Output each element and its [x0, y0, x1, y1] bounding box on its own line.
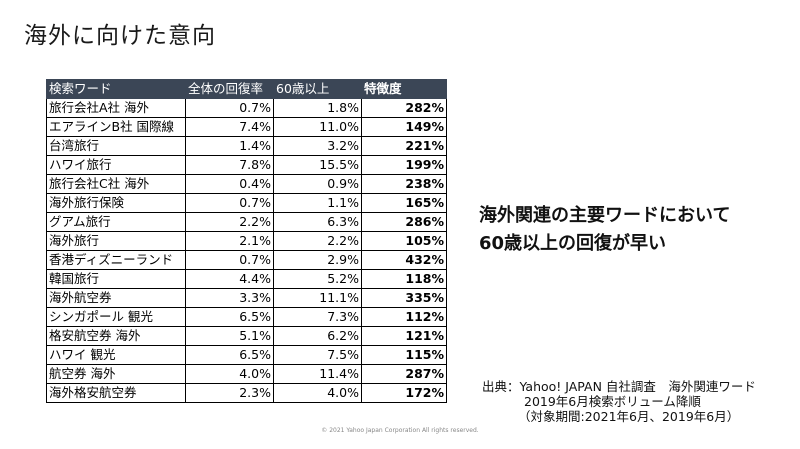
cell-overall-recovery: 4.0%: [185, 364, 274, 384]
table-row: 航空券 海外 4.0% 11.4% 287%: [46, 364, 447, 384]
table-row: グアム旅行 2.2% 6.3% 286%: [46, 212, 447, 232]
table-row: 海外格安航空券 2.3% 4.0% 172%: [46, 383, 447, 403]
table-header-row: 検索ワード 全体の回復率 60歳以上 特徴度: [46, 79, 447, 99]
cell-overall-recovery: 4.4%: [185, 269, 274, 289]
cell-over-60: 1.8%: [273, 98, 362, 118]
table-row: シンガポール 観光 6.5% 7.3% 112%: [46, 307, 447, 327]
cell-characteristic: 112%: [361, 307, 447, 327]
cell-characteristic: 286%: [361, 212, 447, 232]
cell-over-60: 0.9%: [273, 174, 362, 194]
cell-overall-recovery: 0.7%: [185, 250, 274, 270]
copyright-notice: © 2021 Yahoo Japan Corporation All right…: [321, 427, 479, 434]
table-row: 海外航空券 3.3% 11.1% 335%: [46, 288, 447, 308]
cell-overall-recovery: 0.7%: [185, 193, 274, 213]
source-note: 出典：Yahoo! JAPAN 自社調査 海外関連ワード 2019年6月検索ボリ…: [482, 379, 792, 424]
cell-keyword: 韓国旅行: [46, 269, 186, 289]
cell-overall-recovery: 2.1%: [185, 231, 274, 251]
cell-overall-recovery: 6.5%: [185, 307, 274, 327]
cell-over-60: 7.3%: [273, 307, 362, 327]
cell-keyword: ハワイ 観光: [46, 345, 186, 365]
table-row: ハワイ旅行 7.8% 15.5% 199%: [46, 155, 447, 175]
cell-overall-recovery: 7.4%: [185, 117, 274, 137]
cell-keyword: エアラインB社 国際線: [46, 117, 186, 137]
cell-overall-recovery: 2.3%: [185, 383, 274, 403]
cell-overall-recovery: 1.4%: [185, 136, 274, 156]
cell-keyword: 旅行会社A社 海外: [46, 98, 186, 118]
cell-characteristic: 432%: [361, 250, 447, 270]
cell-keyword: 海外旅行: [46, 231, 186, 251]
cell-characteristic: 118%: [361, 269, 447, 289]
cell-keyword: 香港ディズニーランド: [46, 250, 186, 270]
cell-overall-recovery: 5.1%: [185, 326, 274, 346]
table-body: 旅行会社A社 海外 0.7% 1.8% 282% エアラインB社 国際線 7.4% 11.0…: [46, 98, 447, 403]
table-row: 格安航空券 海外 5.1% 6.2% 121%: [46, 326, 447, 346]
cell-keyword: 海外格安航空券: [46, 383, 186, 403]
table-row: 香港ディズニーランド 0.7% 2.9% 432%: [46, 250, 447, 270]
table-row: エアラインB社 国際線 7.4% 11.0% 149%: [46, 117, 447, 137]
table-row: 台湾旅行 1.4% 3.2% 221%: [46, 136, 447, 156]
slide-title: 海外に向けた意向: [24, 23, 216, 49]
cell-keyword: 台湾旅行: [46, 136, 186, 156]
table-row: 旅行会社A社 海外 0.7% 1.8% 282%: [46, 98, 447, 118]
cell-over-60: 4.0%: [273, 383, 362, 403]
cell-keyword: 格安航空券 海外: [46, 326, 186, 346]
cell-overall-recovery: 3.3%: [185, 288, 274, 308]
cell-overall-recovery: 7.8%: [185, 155, 274, 175]
cell-characteristic: 282%: [361, 98, 447, 118]
table-row: ハワイ 観光 6.5% 7.5% 115%: [46, 345, 447, 365]
cell-keyword: 海外旅行保険: [46, 193, 186, 213]
cell-keyword: 航空券 海外: [46, 364, 186, 384]
cell-characteristic: 172%: [361, 383, 447, 403]
cell-keyword: 旅行会社C社 海外: [46, 174, 186, 194]
key-message-line-2: 60歳以上の回復が早い: [479, 233, 667, 254]
header-characteristic: 特徴度: [361, 79, 447, 99]
source-line-1: 出典：Yahoo! JAPAN 自社調査 海外関連ワード: [482, 379, 756, 394]
cell-overall-recovery: 2.2%: [185, 212, 274, 232]
table-row: 韓国旅行 4.4% 5.2% 118%: [46, 269, 447, 289]
cell-over-60: 7.5%: [273, 345, 362, 365]
cell-over-60: 11.4%: [273, 364, 362, 384]
source-line-2: 2019年6月検索ボリューム降順: [524, 394, 701, 409]
key-message-line-1: 海外関連の主要ワードにおいて: [479, 205, 731, 226]
cell-characteristic: 287%: [361, 364, 447, 384]
cell-overall-recovery: 6.5%: [185, 345, 274, 365]
cell-characteristic: 199%: [361, 155, 447, 175]
cell-characteristic: 238%: [361, 174, 447, 194]
source-line-3: （対象期間:2021年6月、2019年6月）: [518, 409, 740, 424]
cell-overall-recovery: 0.7%: [185, 98, 274, 118]
cell-over-60: 6.3%: [273, 212, 362, 232]
cell-over-60: 2.2%: [273, 231, 362, 251]
header-over-60: 60歳以上: [273, 79, 362, 99]
keyword-recovery-table: 検索ワード 全体の回復率 60歳以上 特徴度 旅行会社A社 海外 0.7% 1.8%…: [46, 79, 447, 403]
cell-over-60: 11.0%: [273, 117, 362, 137]
cell-over-60: 6.2%: [273, 326, 362, 346]
header-keyword: 検索ワード: [46, 79, 186, 99]
table-row: 海外旅行保険 0.7% 1.1% 165%: [46, 193, 447, 213]
cell-over-60: 11.1%: [273, 288, 362, 308]
cell-over-60: 2.9%: [273, 250, 362, 270]
header-overall-recovery: 全体の回復率: [185, 79, 274, 99]
cell-characteristic: 221%: [361, 136, 447, 156]
cell-over-60: 3.2%: [273, 136, 362, 156]
cell-keyword: ハワイ旅行: [46, 155, 186, 175]
cell-characteristic: 165%: [361, 193, 447, 213]
table-row: 旅行会社C社 海外 0.4% 0.9% 238%: [46, 174, 447, 194]
table-row: 海外旅行 2.1% 2.2% 105%: [46, 231, 447, 251]
cell-over-60: 5.2%: [273, 269, 362, 289]
cell-characteristic: 335%: [361, 288, 447, 308]
cell-characteristic: 149%: [361, 117, 447, 137]
cell-over-60: 1.1%: [273, 193, 362, 213]
cell-keyword: シンガポール 観光: [46, 307, 186, 327]
cell-keyword: 海外航空券: [46, 288, 186, 308]
cell-characteristic: 121%: [361, 326, 447, 346]
cell-overall-recovery: 0.4%: [185, 174, 274, 194]
cell-characteristic: 105%: [361, 231, 447, 251]
cell-keyword: グアム旅行: [46, 212, 186, 232]
cell-characteristic: 115%: [361, 345, 447, 365]
key-message: 海外関連の主要ワードにおいて 60歳以上の回復が早い: [479, 202, 730, 258]
cell-over-60: 15.5%: [273, 155, 362, 175]
